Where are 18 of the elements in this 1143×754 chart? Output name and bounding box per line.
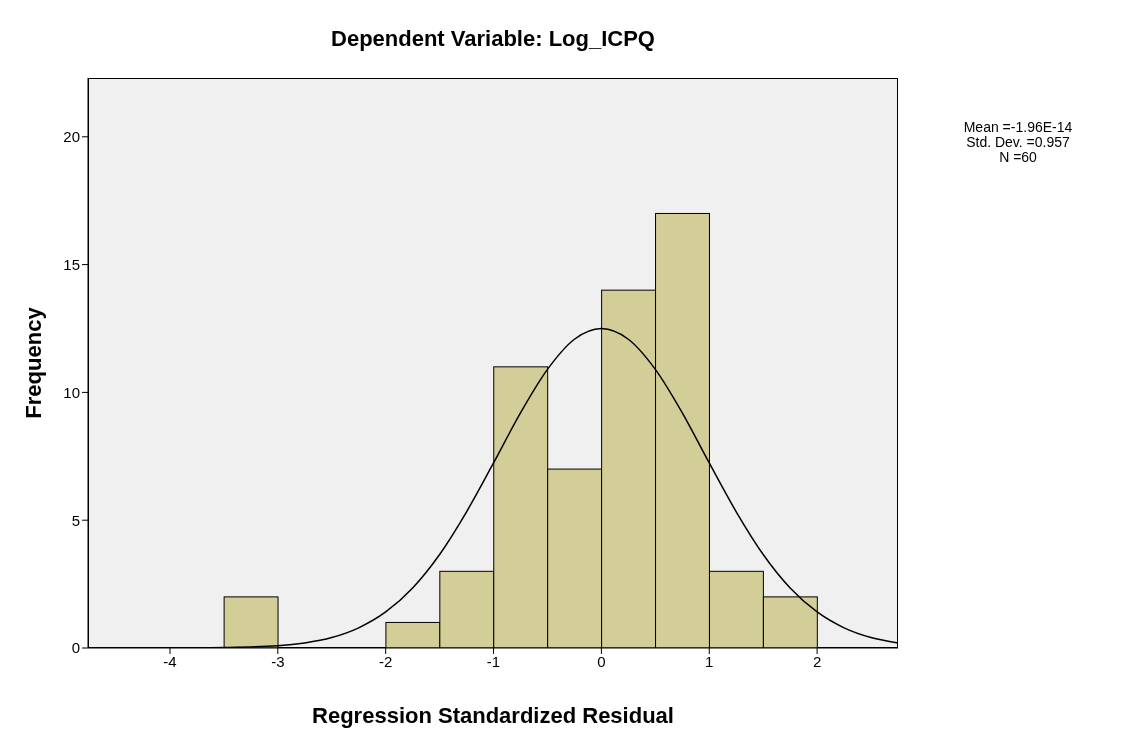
y-tick-label: 20 (63, 128, 80, 146)
text: N =60 (998, 149, 1038, 165)
x-tick-label: 2 (812, 652, 822, 670)
y-tick-label: 10 (63, 383, 80, 401)
x-tick-label: 0 (597, 652, 606, 670)
y-tick-label: 0 (71, 639, 80, 657)
x-tick-label: -3 (271, 652, 285, 670)
x-axis-title: Regression Standardized Residual (312, 703, 674, 728)
x-tick-label: -4 (163, 652, 177, 670)
text: Mean =-1.96E-14 (962, 119, 1074, 135)
text: Std. Dev. =0.957 (965, 134, 1071, 150)
x-tick-label: -2 (379, 652, 393, 670)
y-tick-label: 5 (71, 511, 80, 529)
y-tick-label: 15 (63, 255, 80, 273)
x-tick-label: -1 (486, 652, 501, 670)
y-axis-title: Frequency (20, 306, 46, 419)
x-tick-label: 1 (705, 652, 714, 670)
chart-title: Dependent Variable: Log_ICPQ (330, 26, 656, 52)
